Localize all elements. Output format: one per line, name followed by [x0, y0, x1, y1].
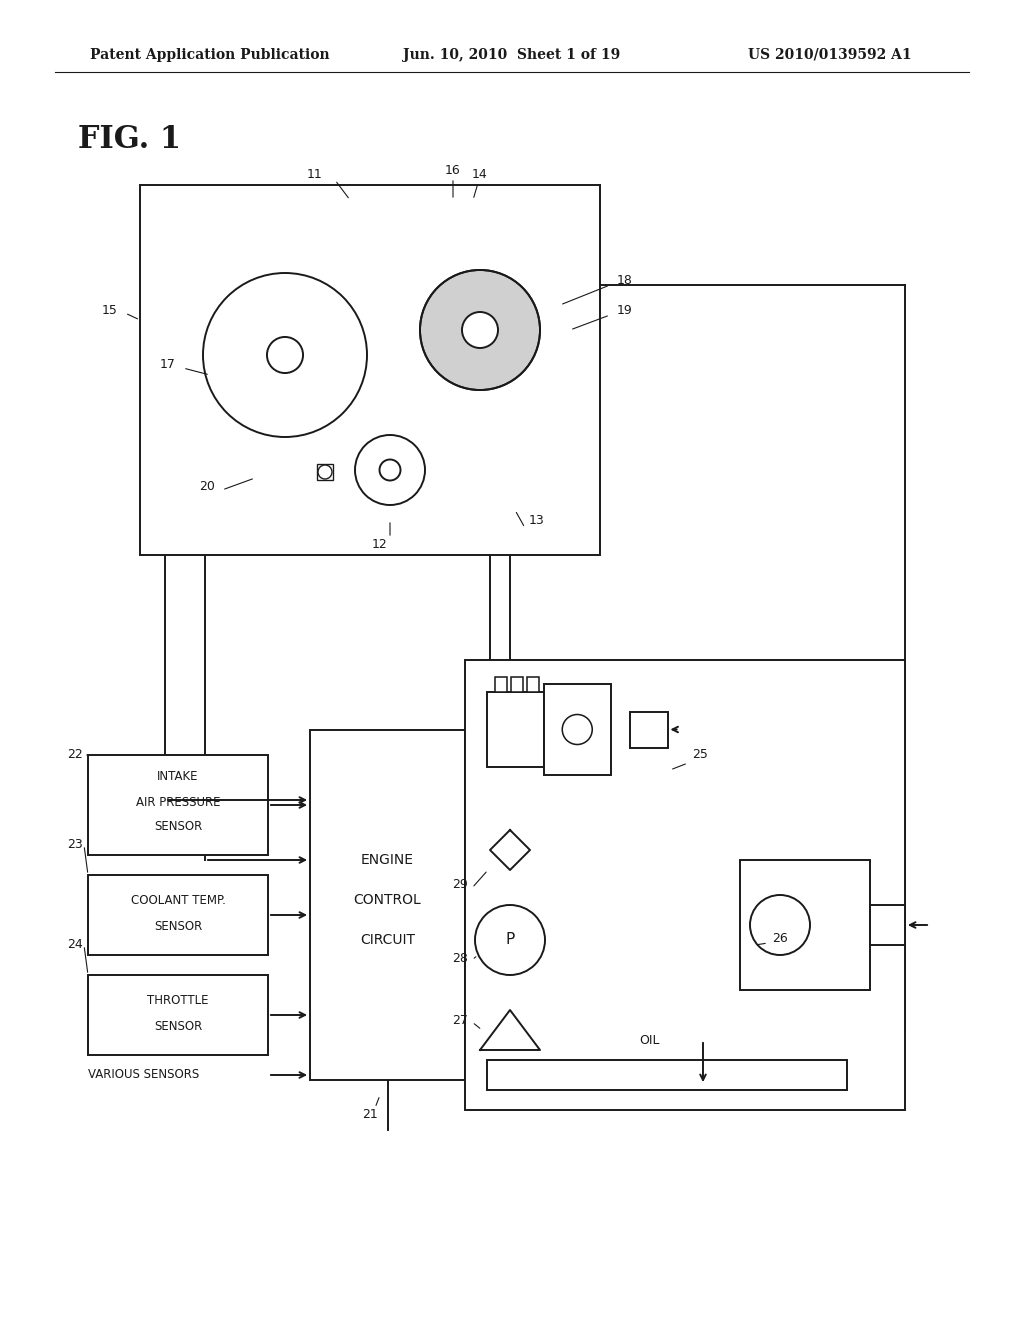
Text: INTAKE: INTAKE	[158, 771, 199, 784]
Text: 14: 14	[472, 169, 487, 181]
Bar	[630, 711, 668, 747]
Text: THROTTLE: THROTTLE	[147, 994, 209, 1006]
Text: P: P	[506, 932, 515, 948]
Circle shape	[203, 273, 367, 437]
Bar	[88, 755, 268, 855]
Text: Patent Application Publication: Patent Application Publication	[90, 48, 330, 62]
Bar	[527, 677, 539, 692]
Text: SENSOR: SENSOR	[154, 920, 202, 933]
Bar	[317, 465, 333, 480]
Bar	[511, 677, 523, 692]
Circle shape	[380, 459, 400, 480]
Bar	[88, 875, 268, 954]
Text: VARIOUS SENSORS: VARIOUS SENSORS	[88, 1068, 200, 1081]
Text: 23: 23	[68, 838, 83, 851]
Text: 22: 22	[68, 748, 83, 762]
Text: 24: 24	[68, 939, 83, 952]
Text: OIL: OIL	[639, 1034, 659, 1047]
Text: COOLANT TEMP.: COOLANT TEMP.	[131, 894, 225, 907]
Text: 20: 20	[199, 480, 215, 494]
Text: ENGINE: ENGINE	[361, 853, 414, 867]
Circle shape	[420, 271, 540, 389]
Bar	[465, 660, 905, 1110]
Text: CIRCUIT: CIRCUIT	[360, 933, 415, 946]
Text: 13: 13	[529, 513, 545, 527]
Bar	[487, 1060, 847, 1090]
Bar	[310, 730, 465, 1080]
Bar	[870, 906, 905, 945]
Text: 26: 26	[772, 932, 787, 945]
Circle shape	[475, 906, 545, 975]
Bar	[544, 684, 610, 775]
Text: 16: 16	[445, 164, 461, 177]
Circle shape	[355, 436, 425, 506]
Text: 29: 29	[453, 879, 468, 891]
Text: 17: 17	[160, 359, 176, 371]
Text: AIR PRESSURE: AIR PRESSURE	[136, 796, 220, 808]
Text: FIG. 1: FIG. 1	[79, 124, 181, 156]
Text: 11: 11	[307, 169, 323, 181]
Bar	[495, 677, 507, 692]
Text: 25: 25	[692, 748, 708, 762]
Circle shape	[562, 714, 592, 744]
Text: US 2010/0139592 A1: US 2010/0139592 A1	[749, 48, 911, 62]
Circle shape	[750, 895, 810, 954]
Text: 27: 27	[452, 1014, 468, 1027]
Text: 12: 12	[372, 539, 388, 552]
Text: 15: 15	[102, 304, 118, 317]
Circle shape	[462, 312, 498, 348]
Text: 18: 18	[617, 273, 633, 286]
Bar	[140, 185, 600, 554]
Circle shape	[318, 465, 332, 479]
Text: SENSOR: SENSOR	[154, 1020, 202, 1034]
Text: 28: 28	[452, 952, 468, 965]
Circle shape	[267, 337, 303, 374]
Text: 21: 21	[362, 1109, 378, 1122]
Text: CONTROL: CONTROL	[353, 894, 421, 907]
Text: SENSOR: SENSOR	[154, 821, 202, 833]
Bar	[487, 692, 544, 767]
Text: 19: 19	[617, 304, 633, 317]
Bar	[88, 975, 268, 1055]
Bar	[740, 861, 870, 990]
Text: Jun. 10, 2010  Sheet 1 of 19: Jun. 10, 2010 Sheet 1 of 19	[403, 48, 621, 62]
